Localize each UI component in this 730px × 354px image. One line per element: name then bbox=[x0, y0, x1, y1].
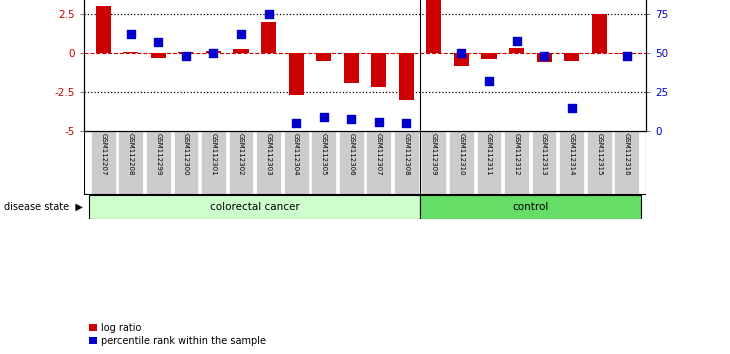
Bar bbox=[96, 6, 111, 53]
Bar bbox=[615, 131, 639, 195]
Bar bbox=[256, 131, 281, 195]
Text: GSM112310: GSM112310 bbox=[458, 133, 464, 176]
Bar bbox=[481, 53, 496, 59]
Bar bbox=[316, 53, 331, 61]
Point bbox=[401, 120, 412, 126]
Bar bbox=[504, 131, 529, 195]
Bar bbox=[151, 53, 166, 58]
Bar bbox=[399, 53, 414, 100]
Bar bbox=[178, 52, 193, 53]
Text: GSM112308: GSM112308 bbox=[404, 133, 410, 176]
Bar bbox=[118, 131, 143, 195]
Bar bbox=[366, 131, 391, 195]
Bar bbox=[123, 52, 139, 53]
Bar bbox=[90, 195, 420, 219]
Text: GSM112311: GSM112311 bbox=[486, 133, 492, 176]
Bar bbox=[449, 131, 474, 195]
Bar bbox=[201, 131, 226, 195]
Text: GSM112300: GSM112300 bbox=[183, 133, 189, 176]
Text: control: control bbox=[512, 202, 548, 212]
Point bbox=[180, 53, 192, 59]
Bar bbox=[531, 131, 556, 195]
Text: GSM112303: GSM112303 bbox=[266, 133, 272, 176]
Bar bbox=[587, 131, 612, 195]
Bar bbox=[284, 131, 309, 195]
Text: GSM112312: GSM112312 bbox=[513, 133, 520, 175]
Point bbox=[291, 120, 302, 126]
Text: disease state  ▶: disease state ▶ bbox=[4, 202, 82, 212]
Text: GSM112305: GSM112305 bbox=[320, 133, 326, 175]
Text: GSM112302: GSM112302 bbox=[238, 133, 244, 175]
Bar bbox=[421, 131, 446, 195]
Bar bbox=[146, 131, 171, 195]
Bar bbox=[288, 53, 304, 95]
Text: GSM112309: GSM112309 bbox=[431, 133, 437, 176]
Point bbox=[511, 38, 523, 44]
Bar bbox=[91, 131, 115, 195]
Bar bbox=[371, 53, 386, 87]
Bar bbox=[261, 22, 276, 53]
Point bbox=[621, 53, 633, 59]
Bar bbox=[339, 131, 364, 195]
Bar bbox=[420, 195, 640, 219]
Point bbox=[318, 114, 329, 120]
Bar bbox=[394, 131, 419, 195]
Point bbox=[373, 119, 385, 125]
Point bbox=[235, 32, 247, 37]
Bar bbox=[206, 51, 221, 53]
Legend: log ratio, percentile rank within the sample: log ratio, percentile rank within the sa… bbox=[89, 323, 266, 346]
Text: GSM112208: GSM112208 bbox=[128, 133, 134, 175]
Bar bbox=[591, 14, 607, 53]
Bar bbox=[477, 131, 502, 195]
Text: colorectal cancer: colorectal cancer bbox=[210, 202, 299, 212]
Bar bbox=[509, 48, 524, 53]
Text: GSM112306: GSM112306 bbox=[348, 133, 354, 176]
Text: GSM112304: GSM112304 bbox=[293, 133, 299, 175]
Text: GSM112307: GSM112307 bbox=[376, 133, 382, 176]
Point bbox=[125, 32, 137, 37]
Point bbox=[483, 78, 495, 84]
Bar bbox=[174, 131, 199, 195]
Text: GSM112316: GSM112316 bbox=[623, 133, 630, 176]
Bar bbox=[234, 49, 249, 53]
Bar bbox=[426, 0, 442, 53]
Bar bbox=[537, 53, 552, 62]
Text: GSM112299: GSM112299 bbox=[155, 133, 161, 175]
Point bbox=[263, 11, 274, 17]
Text: GSM112313: GSM112313 bbox=[541, 133, 547, 176]
Bar bbox=[311, 131, 336, 195]
Point bbox=[538, 53, 550, 59]
Bar bbox=[454, 53, 469, 65]
Point bbox=[345, 116, 357, 121]
Bar bbox=[564, 53, 579, 61]
Text: GSM112301: GSM112301 bbox=[210, 133, 217, 176]
Text: GSM112315: GSM112315 bbox=[596, 133, 602, 175]
Bar bbox=[344, 53, 359, 83]
Point bbox=[456, 50, 467, 56]
Point bbox=[153, 39, 164, 45]
Bar bbox=[228, 131, 253, 195]
Point bbox=[566, 105, 577, 110]
Text: GSM112207: GSM112207 bbox=[100, 133, 107, 175]
Text: GSM112314: GSM112314 bbox=[569, 133, 575, 175]
Bar bbox=[559, 131, 584, 195]
Point bbox=[207, 50, 219, 56]
Bar bbox=[619, 53, 634, 54]
